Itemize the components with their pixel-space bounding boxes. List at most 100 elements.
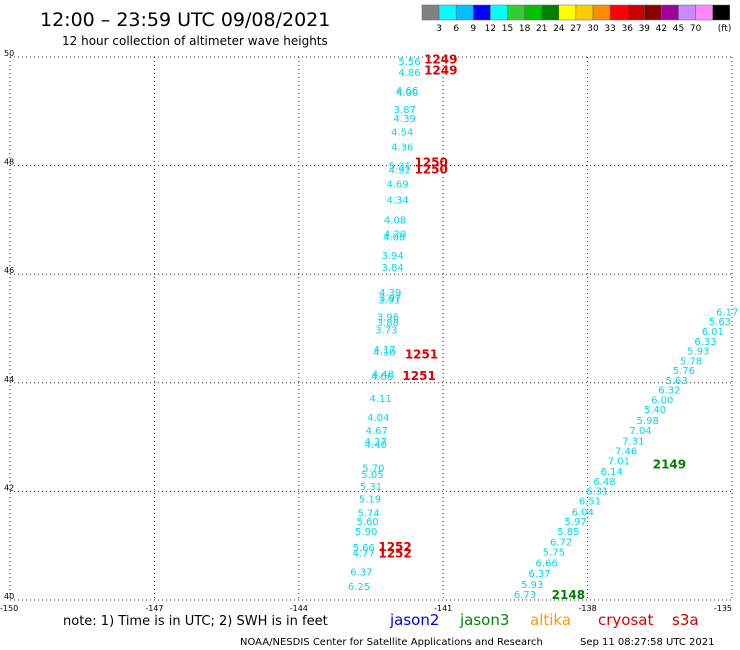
x-tick-labels: -150 -147 -144 -141 -138 -135 xyxy=(0,604,732,613)
wave-height-point: 4.54 xyxy=(391,128,413,139)
wave-height-point: 6.37 xyxy=(350,568,372,579)
color-scale-label: 24 xyxy=(553,24,565,34)
wave-height-point: 4.39 xyxy=(394,114,416,125)
color-swatch xyxy=(695,4,713,21)
wave-height-point: 5.66 xyxy=(353,543,375,554)
color-swatch xyxy=(473,4,491,21)
time-label: 1249 xyxy=(424,63,457,77)
wave-height-point: 4.86 xyxy=(398,68,420,79)
wave-height-point: 5.40 xyxy=(644,405,666,416)
legend-altika: altika xyxy=(530,611,571,629)
color-scale-label: 42 xyxy=(656,24,667,34)
wave-height-point: 4.27 xyxy=(365,437,387,448)
wave-height-point: 6.37 xyxy=(528,569,550,580)
wave-height-point: 4.40 xyxy=(365,440,387,451)
color-swatch xyxy=(438,4,457,21)
y-tick-label: 40 xyxy=(4,592,14,601)
time-label: 1251 xyxy=(405,347,438,361)
wave-height-point: 5.60 xyxy=(356,517,378,528)
y-tick-label: 44 xyxy=(4,375,14,384)
wave-height-point: 4.06 xyxy=(371,372,393,383)
wave-height-point: 4.00 xyxy=(396,88,418,99)
y-tick-label: 48 xyxy=(4,158,14,167)
legend-jason2: jason2 xyxy=(389,611,439,629)
time-label: 1250 xyxy=(414,156,447,170)
time-label: 1252 xyxy=(378,540,411,554)
wave-height-point: 5.63 xyxy=(666,376,688,387)
wave-height-point: 4.20 xyxy=(384,229,406,240)
x-tick-label: -138 xyxy=(579,604,597,613)
color-scale-label: 30 xyxy=(587,24,599,34)
wave-height-point: 5.90 xyxy=(355,527,377,538)
wave-height-point: 4.11 xyxy=(369,394,391,405)
time-label: 1249 xyxy=(424,53,457,67)
time-label: 1251 xyxy=(402,369,435,383)
color-scale-label: 39 xyxy=(639,24,651,34)
color-scale-label: 6 xyxy=(453,24,459,34)
wave-height-point: 7.04 xyxy=(629,426,651,437)
legend-cryosat: cryosat xyxy=(598,611,653,629)
legend-jason3: jason3 xyxy=(459,611,509,629)
wave-height-point: 4.10 xyxy=(373,348,395,359)
wave-height-point: 6.25 xyxy=(348,582,370,593)
x-tick-label: -135 xyxy=(714,604,732,613)
time-label: 1252 xyxy=(378,547,411,561)
grid xyxy=(9,56,733,601)
color-swatch xyxy=(712,4,731,21)
color-swatch xyxy=(490,4,508,21)
color-scale-label: 27 xyxy=(570,24,581,34)
wave-height-point: 5.63 xyxy=(709,317,731,328)
wave-height-point: 6.17 xyxy=(716,307,738,318)
wave-height-point: 6.72 xyxy=(550,538,572,549)
wave-height-point: 4.67 xyxy=(366,426,388,437)
wave-height-point: 6.48 xyxy=(593,477,615,488)
wave-height-point: 5.70 xyxy=(362,463,384,474)
color-scale-label: 9 xyxy=(470,24,476,34)
wave-height-point: 6.33 xyxy=(694,337,716,348)
wave-height-point: 5.31 xyxy=(360,482,382,493)
wave-height-point: 5.78 xyxy=(680,356,702,367)
color-scale-label: 70 xyxy=(690,24,702,34)
wave-height-point: 6.51 xyxy=(579,496,601,507)
wave-height-point: 5.93 xyxy=(521,580,543,591)
chart-title: 12:00 – 23:59 UTC 09/08/2021 xyxy=(40,9,330,31)
wave-height-point: 4.69 xyxy=(386,179,408,190)
wave-height-point: 5.19 xyxy=(359,494,381,505)
y-tick-label: 46 xyxy=(4,266,14,275)
color-swatch xyxy=(558,4,577,21)
wave-height-point: 4.04 xyxy=(367,413,389,424)
wave-height-point: 5.85 xyxy=(557,527,579,538)
wave-height-point: 3.73 xyxy=(375,325,397,336)
wave-height-point: 7.31 xyxy=(622,437,644,448)
color-swatch xyxy=(524,4,542,21)
chart-subtitle: 12 hour collection of altimeter wave hei… xyxy=(62,34,328,48)
wave-height-point: 5.05 xyxy=(361,470,383,481)
color-swatch xyxy=(678,4,696,21)
wave-height-point: 5.76 xyxy=(673,366,695,377)
wave-height-point: 4.08 xyxy=(383,233,405,244)
wave-height-point: 6.01 xyxy=(702,327,724,338)
wave-height-point: 4.17 xyxy=(373,345,395,356)
wave-height-point: 3.87 xyxy=(394,105,416,116)
wave-height-point: 4.48 xyxy=(372,369,394,380)
color-swatch xyxy=(541,4,560,21)
x-tick-label: -147 xyxy=(145,604,163,613)
x-tick-label: -144 xyxy=(290,604,308,613)
wave-height-point: 7.01 xyxy=(608,456,630,467)
color-swatch xyxy=(609,4,628,21)
color-scale-label: 33 xyxy=(604,24,615,34)
y-tick-label: 42 xyxy=(4,483,14,492)
timestamp-text: Sep 11 08:27:58 UTC 2021 xyxy=(580,637,714,648)
color-swatch xyxy=(626,4,645,21)
color-swatch xyxy=(575,4,594,21)
wave-height-point: 6.14 xyxy=(601,467,623,478)
color-scale-label: 12 xyxy=(485,24,496,34)
wave-height-point: 4.39 xyxy=(379,288,401,299)
wave-height-point: 6.31 xyxy=(586,487,608,498)
wave-height-point: 6.00 xyxy=(651,395,673,406)
wave-height-point: 4.34 xyxy=(386,196,408,207)
color-swatch xyxy=(644,4,662,21)
wave-height-point: 6.73 xyxy=(514,590,536,601)
wave-height-point: 6.04 xyxy=(572,507,594,518)
